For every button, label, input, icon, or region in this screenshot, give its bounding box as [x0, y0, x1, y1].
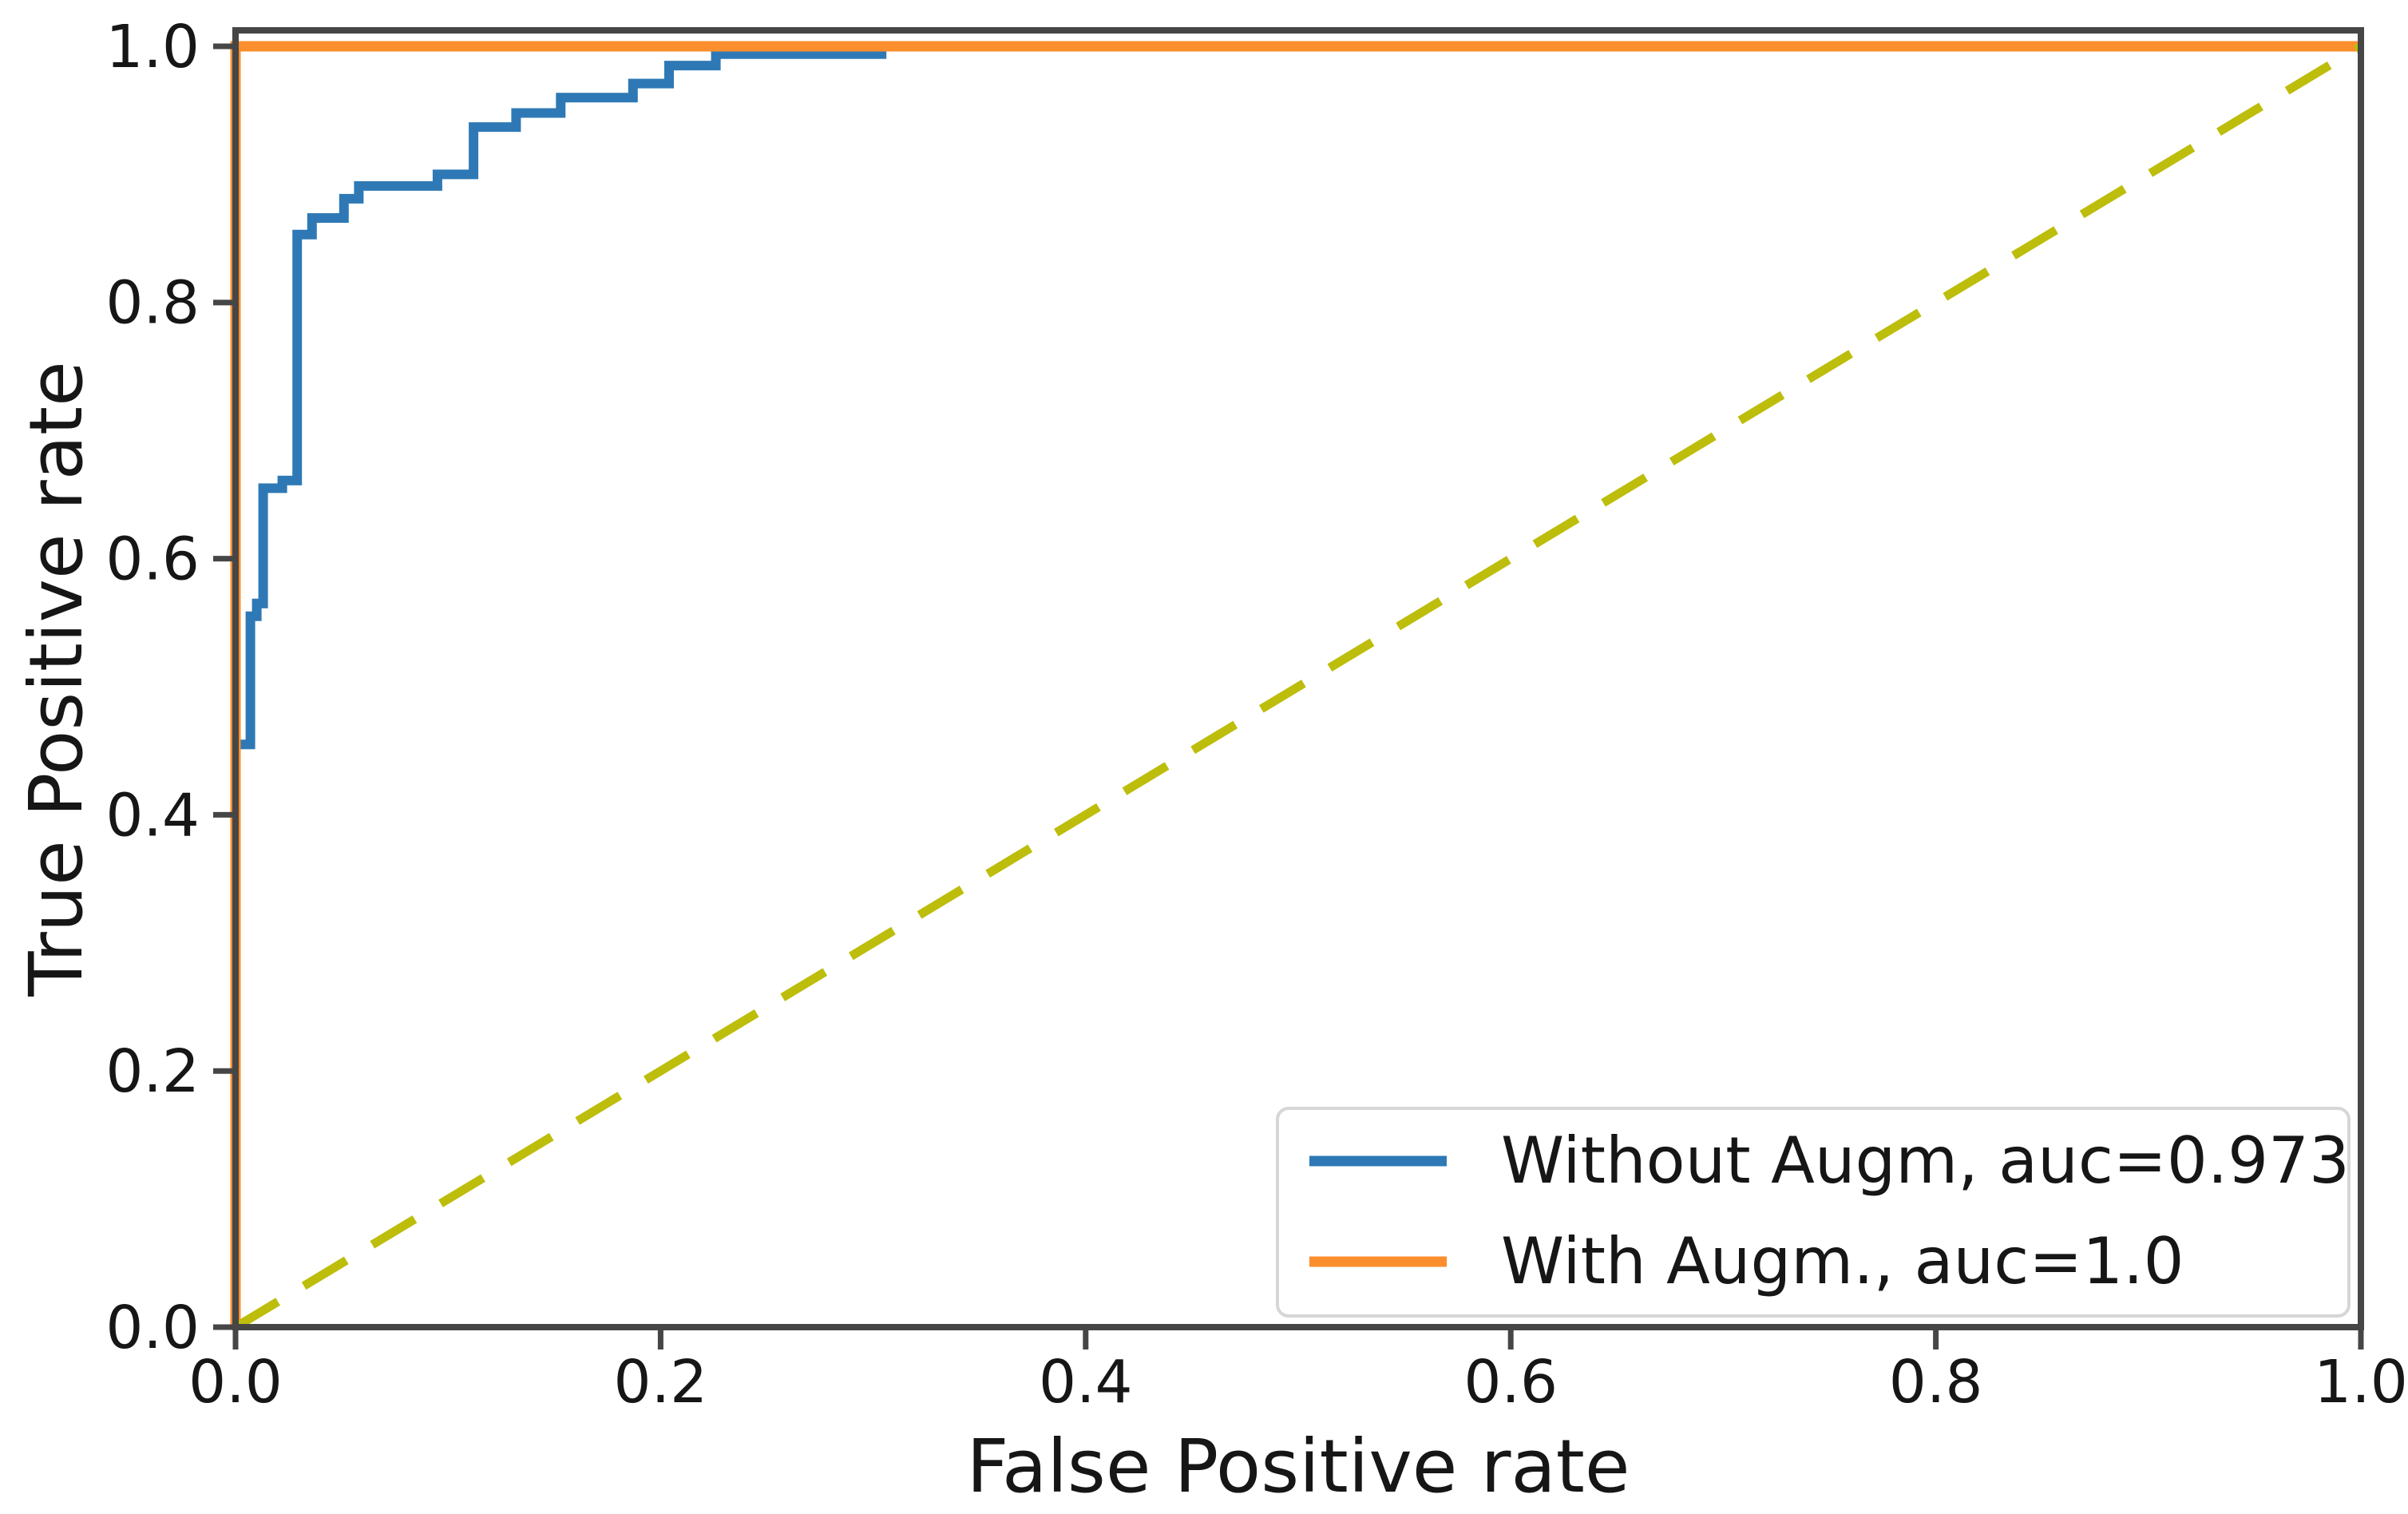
x-tick-label: 0.4	[1039, 1348, 1133, 1417]
axes-frame: 0.0 0.2 0.4 0.6 0.8 1.0 0.0 0.2 0.4 0.6 0.8 1.0 Fa…	[14, 13, 2408, 1509]
x-tick-label: 0.6	[1463, 1348, 1558, 1417]
y-axis-label: True Positive rate	[14, 361, 99, 997]
x-tick-label: 0.8	[1889, 1348, 1983, 1417]
y-tick-label: 0.8	[105, 269, 200, 338]
legend: Without Augm, auc=0.973 With Augm., auc=…	[1276, 1107, 2351, 1318]
legend-label-without-augm: Without Augm, auc=0.973	[1501, 1124, 2350, 1198]
y-tick-label: 0.0	[105, 1294, 200, 1362]
series-without_augm-line	[231, 42, 2361, 1327]
x-tick-label: 1.0	[2314, 1348, 2408, 1417]
x-tick-label: 0.2	[614, 1348, 708, 1417]
x-axis-ticks: 0.0 0.2 0.4 0.6 0.8 1.0	[188, 1327, 2408, 1417]
x-axis-label: False Positive rate	[967, 1424, 1630, 1509]
legend-box	[1276, 1107, 2351, 1318]
series-chance_diagonal-line	[233, 42, 2363, 1331]
y-axis-ticks: 0.0 0.2 0.4 0.6 0.8 1.0	[105, 13, 236, 1362]
legend-label-with-augm: With Augm., auc=1.0	[1501, 1224, 2184, 1298]
plot-frame	[232, 27, 2364, 1330]
y-tick-label: 0.2	[105, 1037, 200, 1106]
y-tick-label: 1.0	[105, 13, 200, 81]
y-tick-label: 0.4	[105, 781, 200, 850]
x-tick-label: 0.0	[188, 1348, 283, 1417]
y-tick-label: 0.6	[105, 525, 200, 594]
